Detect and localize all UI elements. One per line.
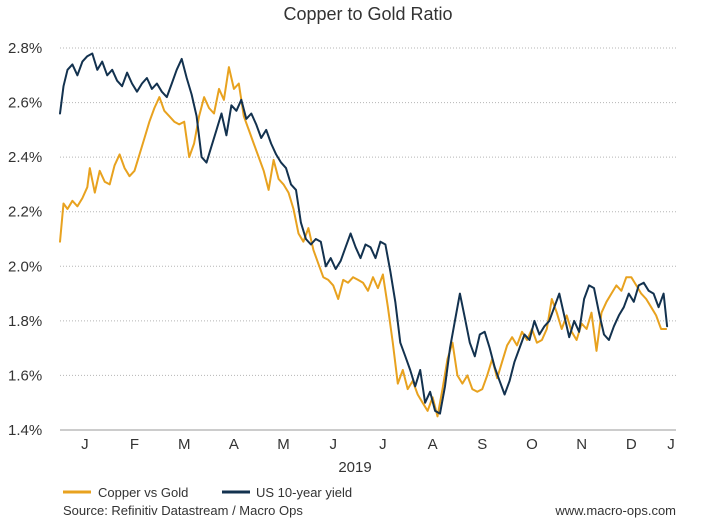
website-link[interactable]: www.macro-ops.com xyxy=(554,503,676,518)
x-tick-label: A xyxy=(229,436,239,453)
legend: Copper vs Gold US 10-year yield xyxy=(63,485,352,500)
y-tick-label: 1.4% xyxy=(8,422,42,439)
x-tick-label: D xyxy=(626,436,637,453)
y-tick-label: 2.4% xyxy=(8,149,42,166)
series-line-copper-vs-gold xyxy=(59,66,668,418)
y-tick-label: 1.8% xyxy=(8,313,42,330)
x-axis-label: 2019 xyxy=(338,459,371,476)
series-lines xyxy=(59,52,669,418)
x-tick-label: A xyxy=(428,436,438,453)
y-tick-label: 2.0% xyxy=(8,258,42,275)
x-tick-label: J xyxy=(329,436,337,453)
x-tick-label: M xyxy=(277,436,290,453)
y-tick-label: 2.2% xyxy=(8,204,42,221)
legend-label-us-10-year-yield: US 10-year yield xyxy=(256,485,352,500)
y-tick-label: 2.6% xyxy=(8,95,42,112)
y-tick-label: 2.8% xyxy=(8,40,42,57)
x-tick-label: M xyxy=(178,436,191,453)
x-tick-label: O xyxy=(526,436,538,453)
y-tick-label: 1.6% xyxy=(8,367,42,384)
legend-label-copper-vs-gold: Copper vs Gold xyxy=(98,485,188,500)
x-tick-label: S xyxy=(477,436,487,453)
x-tick-label: J xyxy=(379,436,387,453)
chart-title: Copper to Gold Ratio xyxy=(283,4,452,24)
x-tick-label: F xyxy=(130,436,139,453)
x-tick-label: N xyxy=(576,436,587,453)
x-tick-label: J xyxy=(81,436,89,453)
source-note: Source: Refinitiv Datastream / Macro Ops xyxy=(63,503,303,518)
series-line-us-10-year-yield xyxy=(59,52,669,415)
x-tick-label: J xyxy=(667,436,675,453)
y-axis-ticks: 1.4% 1.6% 1.8% 2.0% 2.2% 2.4% 2.6% 2.8% xyxy=(8,40,42,439)
